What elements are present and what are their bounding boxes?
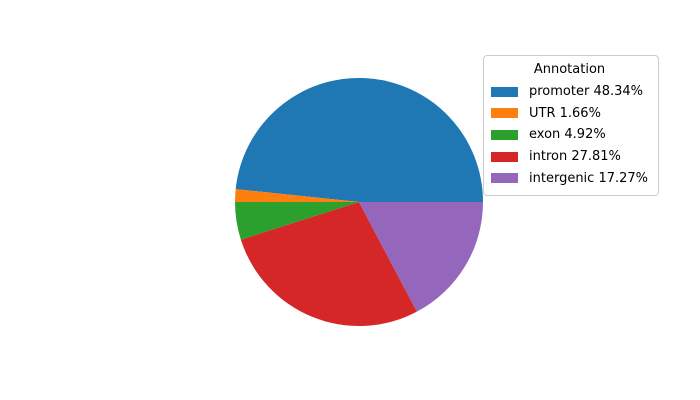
legend-swatch-utr [491, 108, 518, 119]
legend-swatch-intergenic [491, 173, 518, 184]
legend-label: UTR 1.66% [529, 105, 601, 121]
pie-slice-promoter [235, 77, 483, 202]
pie-slice-intron [240, 202, 417, 327]
legend-row: intron 27.81% [491, 146, 648, 168]
legend-label: promoter 48.34% [529, 84, 644, 100]
legend-row: promoter 48.34% [491, 81, 648, 103]
legend-row: UTR 1.66% [491, 103, 648, 125]
legend-row: exon 4.92% [491, 124, 648, 146]
pie-slice-intergenic [359, 202, 483, 312]
legend-label: exon 4.92% [529, 127, 606, 143]
legend-swatch-intron [491, 151, 518, 162]
legend-title: Annotation [533, 62, 606, 77]
legend-label: intron 27.81% [529, 149, 621, 165]
legend-row: intergenic 17.27% [491, 167, 648, 189]
legend-label: intergenic 17.27% [529, 170, 649, 186]
pie-slice-UTR [235, 189, 359, 202]
legend-swatch-promoter [491, 86, 518, 97]
legend: Annotation promoter 48.34% UTR 1.66% exo… [483, 55, 660, 196]
pie-slice-exon [235, 202, 359, 240]
legend-swatch-exon [491, 129, 518, 140]
